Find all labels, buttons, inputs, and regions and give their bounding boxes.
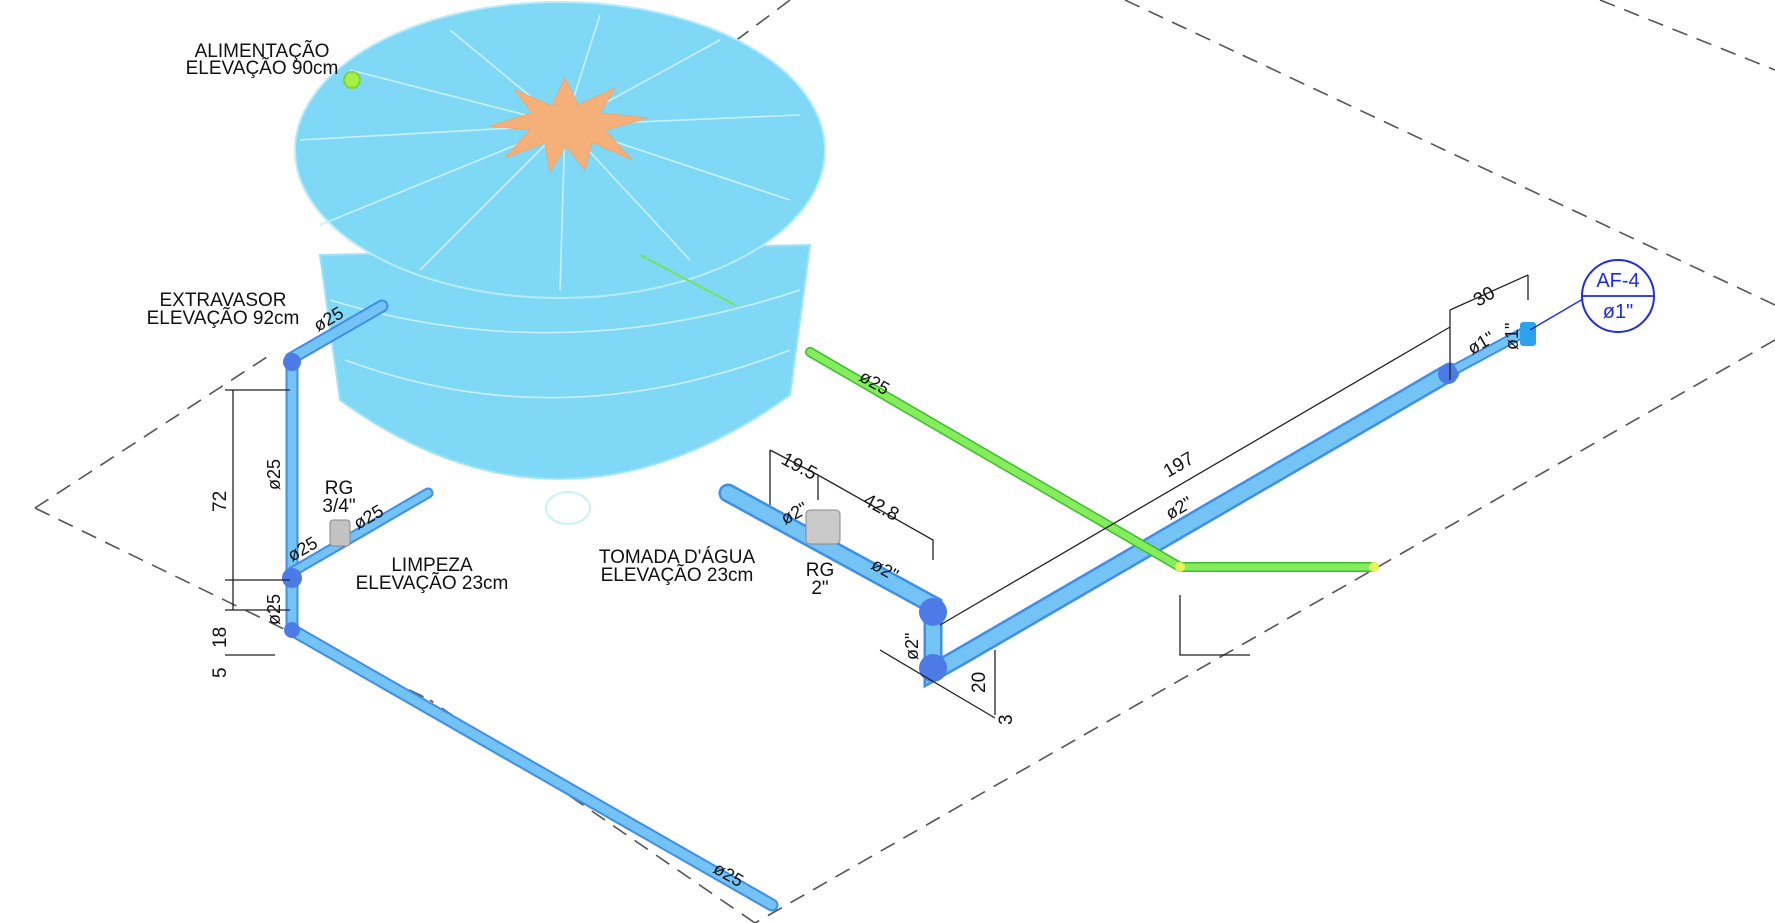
label-tomada-2: ELEVAÇÃO 23cm xyxy=(601,564,754,586)
label-alimentacao-1: ALIMENTAÇÃO xyxy=(195,40,330,62)
pd-lower-vertical: ø25 xyxy=(264,594,284,625)
tag-code: AF-4 xyxy=(1596,270,1639,292)
label-rg-big-1: RG xyxy=(806,560,835,581)
dim-30: 30 xyxy=(1470,283,1499,312)
feed-inlet-fitting xyxy=(343,71,361,89)
dim-18: 18 xyxy=(210,627,231,648)
water-tank xyxy=(294,1,826,525)
dim-72: 72 xyxy=(210,491,231,512)
dim-3: 3 xyxy=(996,714,1017,725)
tag-af4: AF-4 ø1" xyxy=(1529,259,1655,333)
pd-outlet-riser: ø2" xyxy=(902,633,922,660)
dimension-lines xyxy=(225,274,1529,719)
dim-19-5: 19.5 xyxy=(778,449,821,485)
label-limpeza-1: LIMPEZA xyxy=(391,555,473,576)
tank-lid-star xyxy=(489,76,649,174)
pd-overflow-vertical: ø25 xyxy=(264,459,284,490)
label-extravasor-2: ELEVAÇÃO 92cm xyxy=(147,307,300,329)
label-rg-small-1: RG xyxy=(325,478,354,499)
fittings xyxy=(282,322,1536,682)
tag-diameter: ø1" xyxy=(1603,301,1633,323)
valve-rg-big xyxy=(805,509,841,545)
dim-42-8: 42.8 xyxy=(860,490,903,526)
label-alimentacao-2: ELEVAÇÃO 90cm xyxy=(186,57,339,79)
label-limpeza-2: ELEVAÇÃO 23cm xyxy=(356,572,509,594)
valve-rg-small xyxy=(329,519,351,547)
label-tomada-1: TOMADA D'ÁGUA xyxy=(599,547,756,568)
floor-outline xyxy=(34,0,1775,923)
annotation-labels: ALIMENTAÇÃO ELEVAÇÃO 90cm EXTRAVASOR ELE… xyxy=(147,40,835,599)
pd-reduction-2: ø1" xyxy=(1502,323,1522,350)
dim-5: 5 xyxy=(210,667,231,678)
label-rg-big-2: 2" xyxy=(811,578,828,599)
label-rg-small-2: 3/4" xyxy=(322,496,355,517)
dim-20: 20 xyxy=(969,672,990,693)
label-extravasor-1: EXTRAVASOR xyxy=(159,290,286,311)
